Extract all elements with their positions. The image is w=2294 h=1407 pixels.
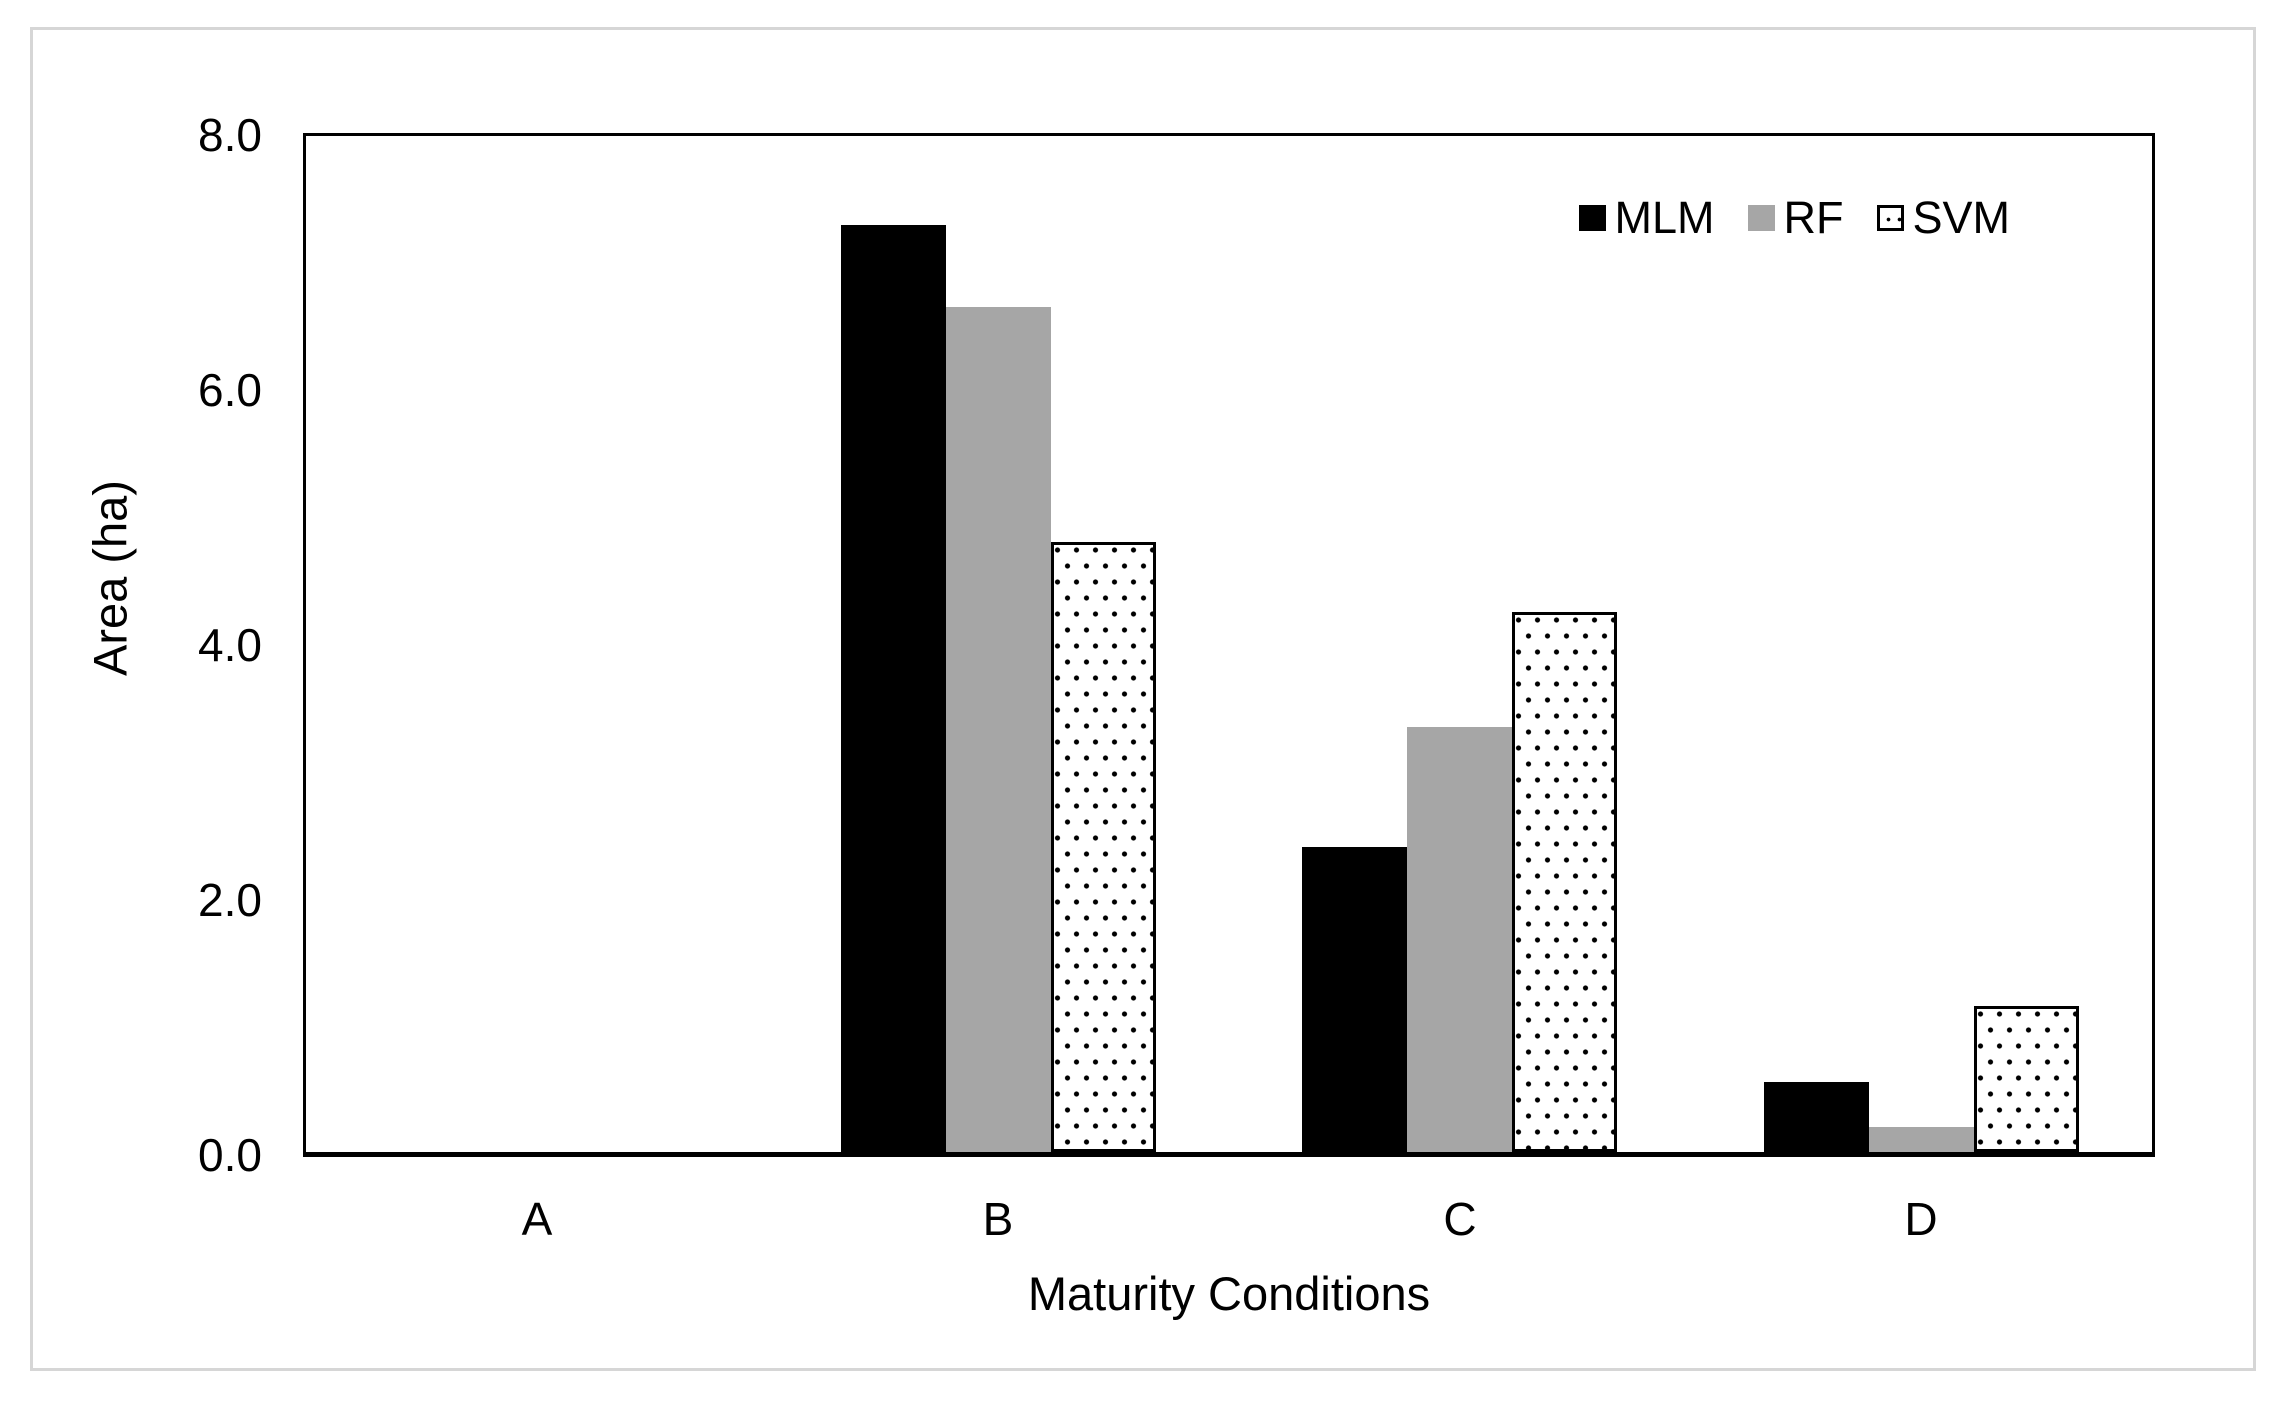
x-tick-c: C — [1443, 1193, 1477, 1245]
legend-label-mlm: MLM — [1614, 192, 1715, 243]
bar-rf-c — [1407, 727, 1512, 1152]
legend-item-svm: SVM — [1877, 192, 2010, 244]
legend-swatch-rf-icon — [1748, 205, 1776, 231]
x-tick-a: A — [521, 1193, 553, 1245]
plot-area: MLM RF SVM — [303, 133, 2155, 1157]
y-tick-4.0: 4.0 — [198, 619, 262, 671]
legend-swatch-svm-icon — [1877, 205, 1905, 231]
y-tick-0.0: 0.0 — [198, 1129, 262, 1181]
y-axis-title: Area (ha) — [83, 480, 137, 676]
bar-svm-c — [1512, 612, 1617, 1152]
legend-item-mlm: MLM — [1579, 192, 1714, 244]
legend-label-svm: SVM — [1912, 192, 2010, 243]
bar-svm-d — [1974, 1006, 2079, 1152]
x-tick-d: D — [1904, 1193, 1938, 1245]
bar-mlm-c — [1302, 847, 1407, 1152]
bar-rf-b — [946, 307, 1051, 1152]
bar-mlm-d — [1764, 1082, 1869, 1152]
bar-rf-d — [1869, 1127, 1974, 1152]
legend-item-rf: RF — [1748, 192, 1843, 244]
legend-label-rf: RF — [1783, 192, 1844, 243]
x-tick-b: B — [982, 1193, 1014, 1245]
y-tick-2.0: 2.0 — [198, 874, 262, 926]
bar-svm-b — [1051, 542, 1156, 1152]
bar-mlm-b — [841, 225, 946, 1152]
legend-swatch-mlm-icon — [1579, 205, 1607, 231]
legend: MLM RF SVM — [1579, 192, 2010, 244]
y-tick-6.0: 6.0 — [198, 364, 262, 416]
x-axis-title: Maturity Conditions — [1027, 1267, 1431, 1320]
y-tick-8.0: 8.0 — [198, 109, 262, 161]
